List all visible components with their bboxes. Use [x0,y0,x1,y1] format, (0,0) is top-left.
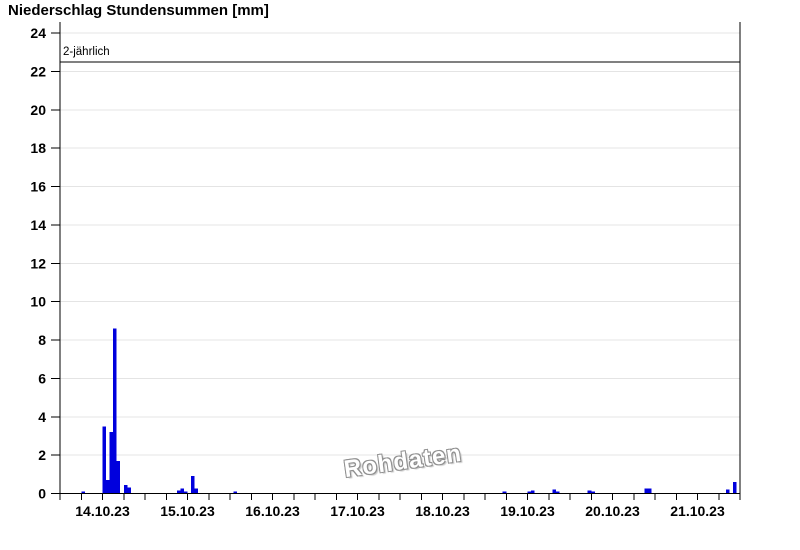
chart-title: Niederschlag Stundensummen [mm] [8,2,269,19]
precip-bar [102,426,107,494]
y-tick-label: 8 [38,332,46,348]
x-date-label: 15.10.23 [160,503,215,519]
precip-bar [502,491,507,494]
precip-bar [127,487,131,494]
x-date-label: 16.10.23 [245,503,300,519]
precip-bar [587,490,592,494]
precip-bar [531,490,535,494]
precip-bar [732,481,737,494]
x-date-label: 19.10.23 [500,503,555,519]
precip-bar [116,460,121,494]
precip-bar [191,476,195,494]
precip-bar [647,488,652,494]
y-tick-label: 0 [38,486,46,502]
precip-bar [555,491,560,494]
precip-bar [527,491,532,494]
y-tick-label: 16 [30,179,46,195]
y-tick-label: 4 [38,409,46,425]
precip-bar [109,432,114,494]
x-date-label: 21.10.23 [670,503,725,519]
y-tick-label: 10 [30,294,46,310]
precip-bar [552,489,556,494]
y-tick-label: 14 [30,217,46,233]
y-tick-label: 12 [30,255,46,271]
precip-bar [644,488,648,494]
precip-bar [183,491,188,494]
precip-bar [591,491,595,494]
x-date-label: 20.10.23 [585,503,640,519]
precip-bar [194,488,199,494]
x-date-label: 17.10.23 [330,503,385,519]
precip-bar [725,489,730,494]
precip-bar [233,491,238,494]
y-tick-label: 2 [38,447,46,463]
threshold-label: 2-jährlich [63,46,110,58]
y-tick-label: 22 [30,63,46,79]
precip-bar [180,488,184,494]
x-date-label: 14.10.23 [75,503,130,519]
y-tick-label: 24 [30,25,46,41]
y-tick-label: 18 [30,140,46,156]
precip-bar [176,490,181,494]
y-tick-label: 20 [30,102,46,118]
precip-bar [123,484,128,494]
y-tick-label: 6 [38,370,46,386]
x-date-label: 18.10.23 [415,503,470,519]
precip-bar [106,480,110,494]
precip-bar [81,491,85,494]
precip-bar [113,328,117,494]
